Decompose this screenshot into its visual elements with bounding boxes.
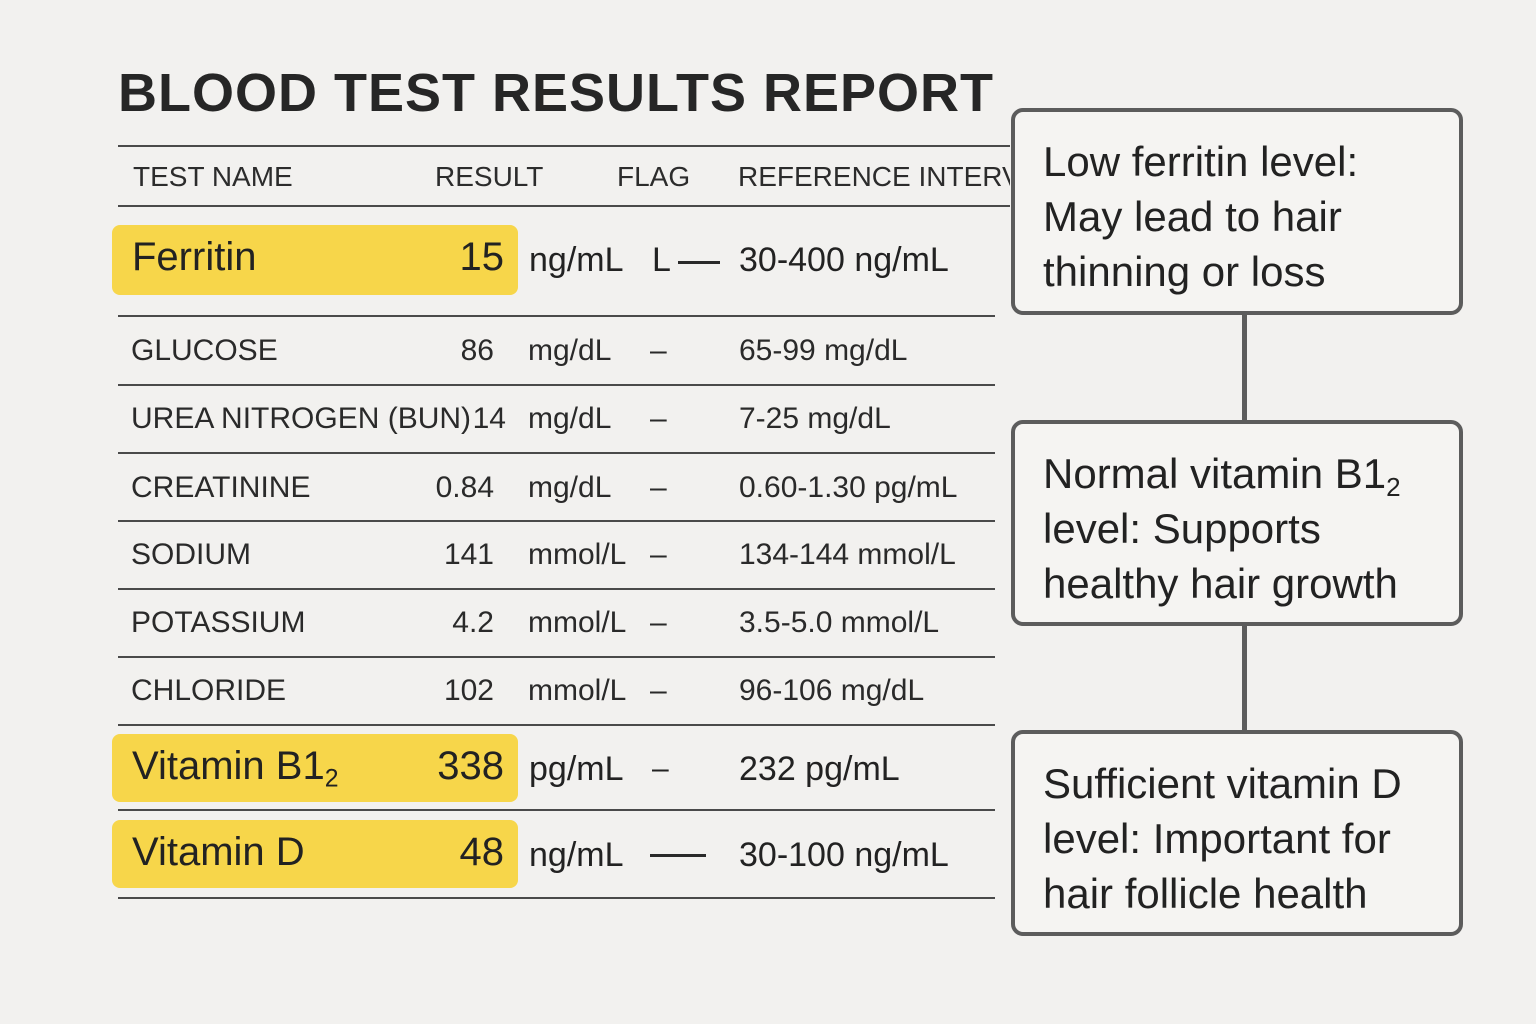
test-flag: –: [650, 402, 667, 435]
test-result: 0.84: [435, 471, 494, 504]
table-row-creatinine: CREATININE 0.84 mg/dL – 0.60-1.30 pg/mL: [112, 471, 1002, 507]
row-rule: [118, 384, 995, 386]
callout-line: level: Supports: [1043, 505, 1321, 552]
row-rule: [118, 315, 995, 317]
test-result: 102: [443, 674, 494, 707]
column-header-result: RESULT: [435, 161, 544, 192]
test-flag: L: [652, 241, 671, 279]
test-name: SODIUM: [131, 538, 251, 571]
column-header-flag: FLAG: [617, 161, 691, 192]
row-rule: [118, 452, 995, 454]
row-rule: [118, 520, 995, 522]
test-result: 338: [437, 744, 504, 788]
callout-connector: [1242, 312, 1247, 424]
test-name: Vitamin D: [132, 830, 305, 874]
table-bottom-rule: [118, 897, 995, 899]
test-unit: pg/mL: [529, 750, 624, 788]
test-unit: ng/mL: [529, 241, 624, 279]
callout-line: Normal vitamin B12: [1043, 446, 1431, 501]
callout-vitamin-b12: Normal vitamin B12 level: Supports healt…: [1011, 420, 1463, 626]
test-reference: 7-25 mg/dL: [739, 402, 891, 435]
table-row-urea-nitrogen: UREA NITROGEN (BUN) 14 mg/dL – 7-25 mg/d…: [112, 402, 1002, 438]
row-rule: [118, 809, 995, 811]
callout-ferritin: Low ferritin level: May lead to hair thi…: [1011, 108, 1463, 315]
test-name: Vitamin B12: [132, 744, 339, 793]
row-rule: [118, 588, 995, 590]
test-unit: mmol/L: [528, 674, 627, 707]
flag-dash: [650, 854, 706, 857]
row-rule: [118, 656, 995, 658]
table-row-potassium: POTASSIUM 4.2 mmol/L – 3.5-5.0 mmol/L: [112, 606, 1002, 642]
callout-connector: [1242, 622, 1247, 734]
test-name: CHLORIDE: [131, 674, 287, 707]
test-result: 86: [460, 334, 494, 367]
callout-line: hair follicle health: [1043, 870, 1368, 917]
test-reference: 232 pg/mL: [739, 750, 900, 788]
table-row-vitamin-b12: Vitamin B12 338 pg/mL – 232 pg/mL: [112, 734, 1002, 804]
test-unit: mmol/L: [528, 538, 627, 571]
column-header-test-name: TEST NAME: [133, 161, 293, 192]
table-row-ferritin: Ferritin 15 ng/mL L 30-400 ng/mL: [112, 225, 1002, 297]
test-reference: 3.5-5.0 mmol/L: [739, 606, 940, 639]
callout-line: Low ferritin level:: [1043, 138, 1359, 185]
test-result: 4.2: [452, 606, 494, 639]
test-flag: –: [652, 752, 669, 785]
test-name: UREA NITROGEN (BUN): [131, 402, 472, 435]
table-row-glucose: GLUCOSE 86 mg/dL – 65-99 mg/dL: [112, 334, 1002, 370]
callout-line: level: Important for: [1043, 815, 1391, 862]
test-name: GLUCOSE: [131, 334, 278, 367]
test-result: 141: [443, 538, 494, 571]
test-reference: 0.60-1.30 pg/mL: [739, 471, 958, 504]
test-unit: mg/dL: [528, 334, 612, 367]
test-flag: –: [650, 674, 667, 707]
row-rule: [118, 724, 995, 726]
callout-line: Sufficient vitamin D: [1043, 760, 1402, 807]
test-name-text: Vitamin B1: [132, 744, 325, 788]
table-row-chloride: CHLORIDE 102 mmol/L – 96-106 mg/dL: [112, 674, 1002, 710]
test-result: 14: [472, 402, 506, 435]
table-top-rule: [118, 145, 1010, 147]
flag-dash: [678, 261, 720, 264]
test-name-subscript: 2: [324, 765, 339, 793]
test-name: POTASSIUM: [131, 606, 306, 639]
callout-line-text: Normal vitamin B1: [1043, 450, 1387, 497]
test-reference: 65-99 mg/dL: [739, 334, 908, 367]
callout-line: May lead to hair: [1043, 193, 1342, 240]
header-bottom-rule: [118, 205, 1010, 207]
test-unit: mmol/L: [528, 606, 627, 639]
highlight-marker: [112, 820, 518, 888]
callout-vitamin-d: Sufficient vitamin D level: Important fo…: [1011, 730, 1463, 936]
highlight-marker: [112, 734, 518, 802]
test-result: 48: [459, 830, 505, 874]
test-flag: –: [650, 334, 667, 367]
test-name: CREATININE: [131, 471, 311, 504]
test-name: Ferritin: [132, 235, 257, 279]
test-reference: 134-144 mmol/L: [739, 538, 956, 571]
highlight-marker: [112, 225, 518, 295]
table-row-vitamin-d: Vitamin D 48 ng/mL 30-100 ng/mL: [112, 820, 1002, 888]
callout-line: healthy hair growth: [1043, 560, 1398, 607]
callout-line: thinning or loss: [1043, 248, 1326, 295]
test-reference: 96-106 mg/dL: [739, 674, 925, 707]
test-flag: –: [650, 606, 667, 639]
test-reference: 30-400 ng/mL: [739, 241, 949, 279]
report-title: BLOOD TEST RESULTS REPORT: [118, 63, 995, 123]
test-result: 15: [459, 235, 505, 279]
column-header-reference: REFERENCE INTERVA: [738, 161, 1010, 192]
test-flag: –: [650, 538, 667, 571]
test-unit: mg/dL: [528, 402, 612, 435]
callout-line-subscript: 2: [1386, 471, 1401, 502]
test-unit: ng/mL: [529, 836, 624, 874]
test-reference: 30-100 ng/mL: [739, 836, 949, 874]
test-flag: –: [650, 471, 667, 504]
table-row-sodium: SODIUM 141 mmol/L – 134-144 mmol/L: [112, 538, 1002, 574]
test-unit: mg/dL: [528, 471, 612, 504]
